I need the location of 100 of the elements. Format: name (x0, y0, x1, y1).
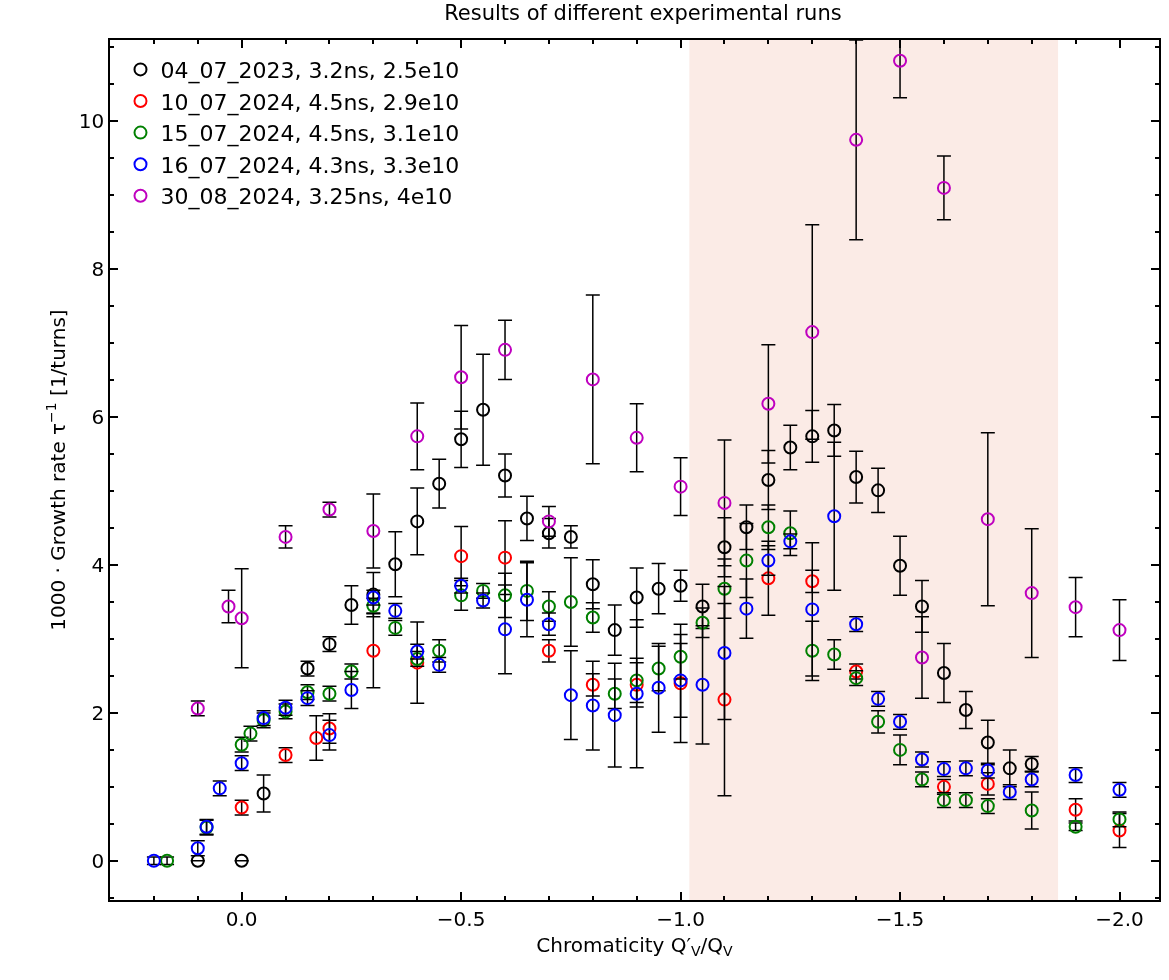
point (629, 686, 644, 701)
point (893, 742, 908, 757)
point (498, 550, 513, 565)
point (673, 578, 688, 593)
point (585, 610, 600, 625)
point (827, 509, 842, 524)
point (936, 180, 951, 195)
point (476, 402, 491, 417)
point (761, 396, 776, 411)
point (607, 708, 622, 723)
legend-label: 30_08_2024, 3.25ns, 4e10 (160, 184, 453, 211)
point (541, 617, 556, 632)
point (871, 483, 886, 498)
legend-label: 16_07_2024, 4.3ns, 3.3e10 (160, 152, 460, 179)
point (783, 526, 798, 541)
point (849, 470, 864, 485)
point (607, 686, 622, 701)
legend-label: 10_07_2024, 4.5ns, 2.9e10 (160, 89, 460, 116)
point (958, 702, 973, 717)
x-tick-label: −2.0 (1095, 906, 1144, 931)
point (366, 643, 381, 658)
point (849, 132, 864, 147)
point (827, 647, 842, 662)
point (629, 677, 644, 692)
point (629, 673, 644, 688)
point (805, 602, 820, 617)
point (454, 588, 469, 603)
point (585, 372, 600, 387)
point (344, 682, 359, 697)
point (519, 583, 534, 598)
point (519, 511, 534, 526)
point (761, 553, 776, 568)
point (563, 594, 578, 609)
point (695, 599, 710, 614)
point (541, 526, 556, 541)
point (410, 655, 425, 670)
point (761, 571, 776, 586)
point (629, 430, 644, 445)
point (607, 623, 622, 638)
point (585, 577, 600, 592)
point (1002, 761, 1017, 776)
y-tick-label: 0 (91, 848, 105, 873)
point (309, 731, 324, 746)
point (256, 786, 271, 801)
point (717, 540, 732, 555)
legend-label: 15_07_2024, 4.5ns, 3.1e10 (160, 121, 460, 148)
point (190, 853, 205, 868)
x-tick-label: −1.0 (656, 906, 705, 931)
y-tick-label: 6 (91, 405, 105, 430)
point (893, 558, 908, 573)
point (980, 512, 995, 527)
point (739, 601, 754, 616)
point (1024, 803, 1039, 818)
point (432, 643, 447, 658)
point (915, 599, 929, 614)
point (541, 514, 556, 529)
point (344, 597, 359, 612)
point (717, 692, 732, 707)
point (1068, 600, 1083, 615)
point (366, 524, 381, 538)
point (827, 423, 842, 438)
point (1024, 586, 1039, 601)
y-tick-label: 8 (91, 257, 105, 282)
point (498, 622, 513, 637)
point (761, 472, 776, 487)
point (980, 776, 995, 791)
point (893, 53, 908, 68)
point (980, 735, 995, 750)
point (673, 649, 688, 664)
point (221, 599, 236, 614)
point (1112, 623, 1127, 638)
y-tick-label: 4 (91, 553, 105, 578)
point (717, 495, 732, 510)
point (322, 728, 337, 743)
chart-title: Results of different experimental runs (444, 0, 842, 25)
point (410, 429, 425, 444)
point (563, 529, 578, 544)
point (1112, 823, 1127, 838)
point (739, 553, 754, 568)
point (695, 615, 710, 630)
point (388, 557, 403, 572)
point (563, 688, 578, 703)
point (498, 342, 513, 357)
point (585, 698, 600, 713)
point (629, 590, 644, 605)
point (651, 581, 666, 596)
point (498, 588, 513, 603)
point (410, 514, 425, 529)
point (322, 721, 337, 736)
legend-label: 04_07_2023, 3.2ns, 2.5e10 (160, 57, 460, 84)
point (541, 643, 556, 658)
point (585, 677, 600, 692)
point (717, 646, 732, 661)
point (717, 581, 732, 596)
point (454, 370, 469, 385)
x-tick-label: −1.5 (875, 906, 925, 931)
point (498, 468, 513, 483)
point (805, 429, 820, 444)
x-axis-title: Chromaticity Q′$_{V}$/Q$_{V}$ (536, 932, 734, 959)
point (234, 611, 249, 626)
